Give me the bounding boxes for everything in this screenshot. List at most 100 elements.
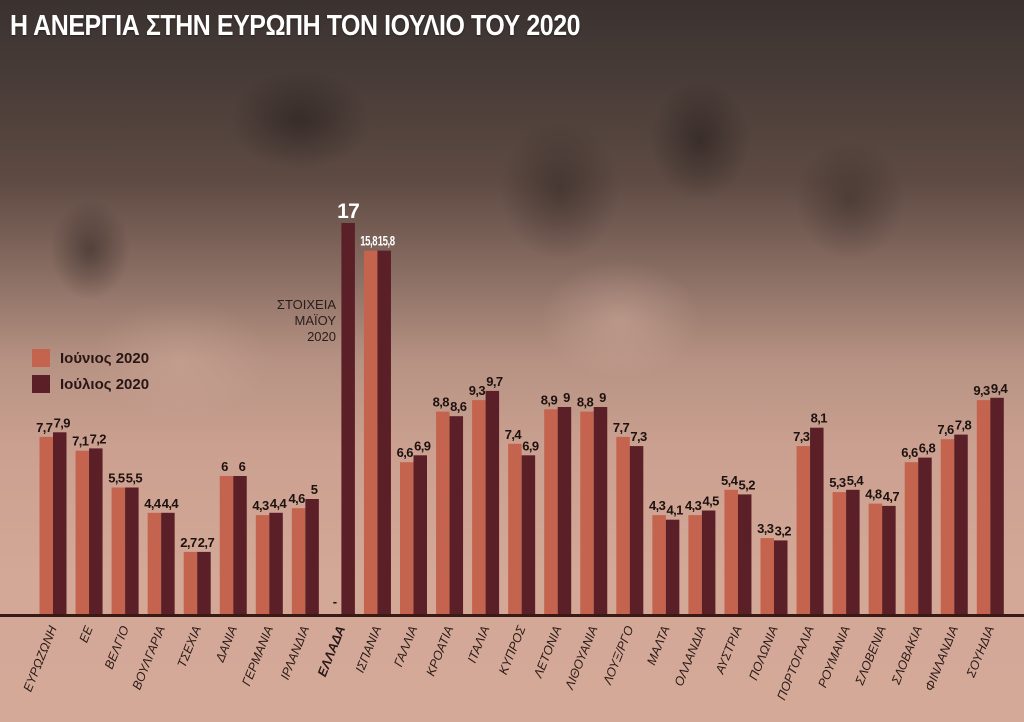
data-label-june: 9,3 xyxy=(973,383,990,398)
category-label: ΒΟΥΛΓΑΡΙΑ xyxy=(130,624,168,692)
bar-june xyxy=(760,538,774,614)
bar-july xyxy=(377,250,391,614)
data-label-june: 4,8 xyxy=(865,487,882,502)
bar-june xyxy=(616,436,630,614)
data-label-july: 6,9 xyxy=(522,438,539,453)
data-label-june: 5,4 xyxy=(721,473,739,488)
data-label-july: 9 xyxy=(563,390,570,405)
bar-july xyxy=(918,457,932,614)
legend-item-july: Ιούλιος 2020 xyxy=(32,371,149,397)
data-label-june: 6 xyxy=(221,459,228,474)
category-label: ΚΡΟΑΤΙΑ xyxy=(424,624,457,678)
category-label: ΤΣΕΧΙΑ xyxy=(175,624,204,670)
bar-june xyxy=(580,411,594,614)
data-label-july: 7,9 xyxy=(54,415,71,430)
bar-june xyxy=(796,446,811,614)
data-label-july: 8,1 xyxy=(811,411,828,426)
category-label: ΣΛΟΒΕΝΙΑ xyxy=(852,624,889,688)
bar-july xyxy=(485,390,500,614)
data-label-june: 6,6 xyxy=(397,445,414,460)
data-label-june: 4,3 xyxy=(685,498,702,513)
category-label: ΛΟΥΞ/ΡΓΟ xyxy=(600,624,637,688)
data-label-july: 7,3 xyxy=(630,429,647,444)
data-label-july: 4,1 xyxy=(666,503,683,518)
x-axis-line xyxy=(0,614,1024,617)
data-label-june: 7,3 xyxy=(793,429,810,444)
data-label-july: 2,7 xyxy=(198,535,215,550)
data-label-june: - xyxy=(333,594,337,609)
data-label-june: 9,3 xyxy=(469,383,486,398)
data-label-june: 7,1 xyxy=(72,434,89,449)
bar-july xyxy=(413,455,427,614)
bar-july xyxy=(810,427,824,614)
category-label: ΣΟΥΗΔΙΑ xyxy=(963,624,997,680)
data-label-june: 7,6 xyxy=(937,422,954,437)
bar-july xyxy=(990,397,1004,614)
category-label: ΚΥΠΡΟΣ xyxy=(496,623,528,676)
bar-july xyxy=(593,407,608,614)
bar-june xyxy=(652,515,666,614)
bar-june xyxy=(544,409,558,614)
category-label: ΓΑΛΛΙΑ xyxy=(391,624,420,669)
bar-june xyxy=(832,492,847,614)
data-label-june: 7,7 xyxy=(613,420,630,435)
data-label-june: 8,9 xyxy=(541,392,558,407)
data-label-june: 4,6 xyxy=(288,491,305,506)
data-label-june: 5,3 xyxy=(829,475,846,490)
bar-june xyxy=(111,487,126,614)
bar-june xyxy=(147,512,162,614)
data-label-july: 9,7 xyxy=(486,374,503,389)
bar-july xyxy=(233,476,247,614)
data-label-june: 8,8 xyxy=(433,395,450,410)
bar-june xyxy=(219,476,234,614)
bar-june xyxy=(868,503,883,614)
bar-june xyxy=(436,411,450,614)
category-label: ΣΛΟΒΑΚΙΑ xyxy=(889,624,925,687)
crowd-photo-background xyxy=(0,0,1024,460)
bar-july xyxy=(449,416,464,614)
category-label: ΑΥΣΤΡΙΑ xyxy=(713,624,745,677)
category-label: ΙΣΠΑΝΙΑ xyxy=(353,624,384,675)
data-label-july: 9,4 xyxy=(991,381,1009,396)
category-label: ΠΟΛΩΝΙΑ xyxy=(746,624,780,682)
data-label-july: 4,4 xyxy=(162,496,180,511)
data-label-july: 8,6 xyxy=(450,399,467,414)
data-label-june: 8,8 xyxy=(577,395,594,410)
data-label-july: 5,2 xyxy=(739,477,756,492)
category-label: ΟΛΛΑΝΔΙΑ xyxy=(672,624,709,688)
category-label: ΓΕΡΜΑΝΙΑ xyxy=(239,624,276,688)
data-label-june: 7,7 xyxy=(36,420,53,435)
data-label-july: 17 xyxy=(337,200,359,223)
category-label: ΕΛΛΑΔΑ xyxy=(314,624,348,679)
category-label: ΔΑΝΙΑ xyxy=(213,624,240,665)
category-label: ΙΡΛΑΝΔΙΑ xyxy=(278,624,312,682)
bar-july xyxy=(89,448,103,614)
category-label: ΛΕΤΟΝΙΑ xyxy=(531,624,565,681)
bar-july xyxy=(774,540,788,614)
chart-title: Η ΑΝΕΡΓΙΑ ΣΤΗΝ ΕΥΡΩΠΗ ΤΟΝ ΙΟΥΛΙΟ ΤΟΥ 202… xyxy=(10,10,581,42)
category-label: ΙΤΑΛΙΑ xyxy=(465,624,492,665)
legend-swatch-june xyxy=(32,349,50,367)
bar-june xyxy=(976,400,991,614)
legend-item-june: Ιούνιος 2020 xyxy=(32,345,149,371)
category-label: ΕΕ xyxy=(77,623,96,644)
bar-june xyxy=(904,462,919,614)
data-label-june: 3,3 xyxy=(757,521,774,536)
legend-label-july: Ιούλιος 2020 xyxy=(60,375,150,393)
bar-june xyxy=(940,439,955,614)
bar-july xyxy=(954,434,968,614)
bar-july xyxy=(161,512,175,614)
category-label: ΦΙΝΛΑΝΔΙΑ xyxy=(922,624,961,693)
data-label-june: 15,8 xyxy=(360,233,378,249)
category-label: ΡΟΥΜΑΝΙΑ xyxy=(815,624,852,690)
data-label-june: 6,6 xyxy=(901,445,918,460)
data-label-july: 5,4 xyxy=(847,473,865,488)
bar-july xyxy=(197,551,211,614)
data-label-july: 6 xyxy=(239,459,246,474)
bar-june xyxy=(508,443,522,614)
bar-july xyxy=(882,505,896,614)
data-label-july: 5,5 xyxy=(126,471,143,486)
legend-swatch-july xyxy=(32,375,50,393)
bar-july xyxy=(557,407,572,614)
data-label-june: 4,4 xyxy=(144,496,162,511)
